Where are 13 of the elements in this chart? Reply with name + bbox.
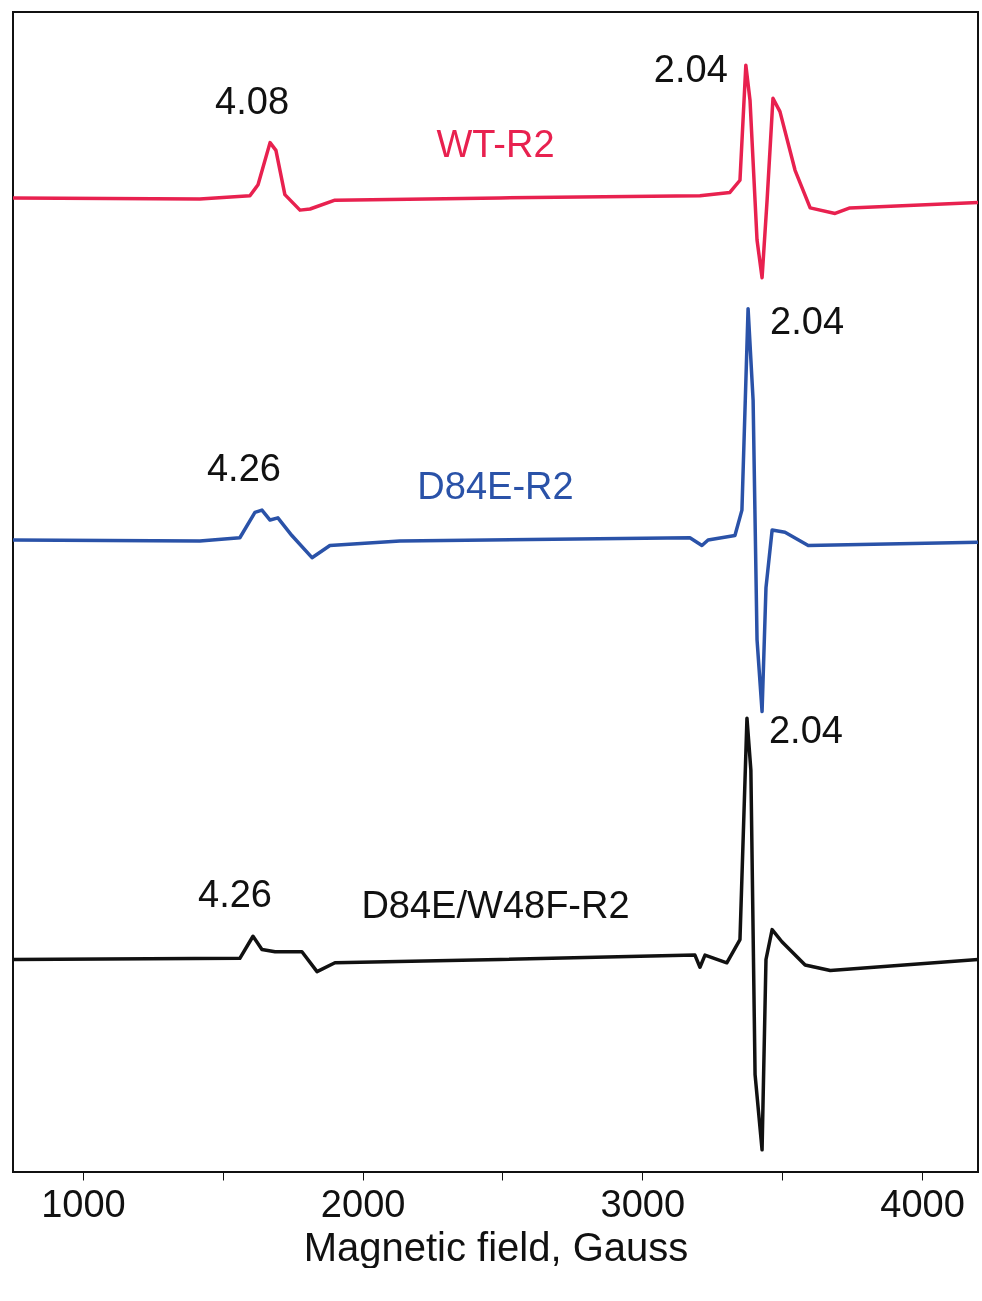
annotation: 4.08: [215, 79, 290, 122]
series-label: WT-R2: [436, 122, 555, 165]
x-tick-label: 3000: [600, 1182, 686, 1225]
annotation: 2.04: [653, 48, 728, 91]
annotation: 4.26: [206, 447, 281, 490]
annotation: 2.04: [768, 709, 843, 752]
annotation: 4.26: [198, 873, 272, 916]
series-label: D84E/W48F-R2: [361, 884, 630, 927]
series-label: D84E-R2: [417, 464, 574, 507]
x-tick-label: 4000: [880, 1182, 965, 1225]
x-tick-label: 2000: [320, 1182, 406, 1225]
annotation: 2.04: [770, 299, 845, 342]
x-tick-label: 1000: [41, 1182, 126, 1225]
